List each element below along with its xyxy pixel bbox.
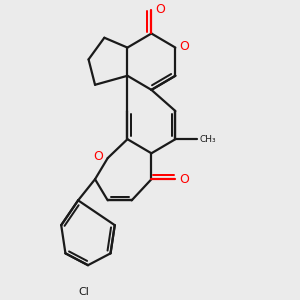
- Text: O: O: [94, 150, 103, 163]
- Text: O: O: [155, 3, 165, 16]
- Text: Cl: Cl: [78, 286, 89, 297]
- Text: O: O: [180, 40, 190, 53]
- Text: O: O: [179, 173, 189, 186]
- Text: CH₃: CH₃: [200, 135, 217, 144]
